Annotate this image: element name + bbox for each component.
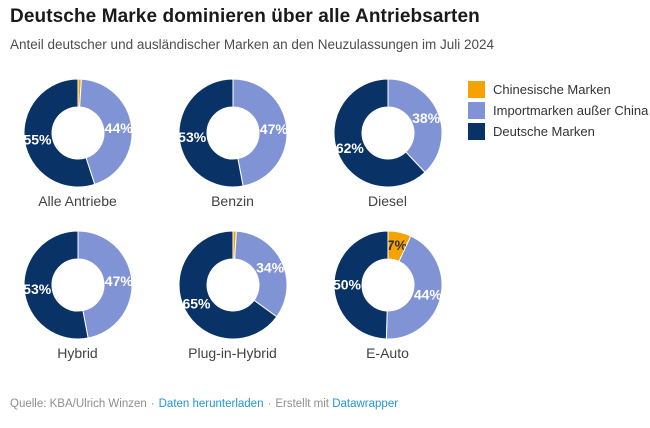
slice-value-label: 47% [104, 273, 133, 289]
slice-value-label: 47% [259, 121, 288, 137]
slice-value-label: 50% [332, 276, 361, 292]
chart-category-label: E-Auto [366, 345, 409, 361]
pie-slice-deutsche-marken[interactable] [178, 230, 277, 340]
legend-label: Chinesische Marken [493, 81, 611, 97]
page-subtitle: Anteil deutscher und ausländischer Marke… [10, 37, 495, 52]
slice-value-label: 34% [256, 259, 285, 275]
pie-slice-deutsche-marken[interactable] [23, 78, 95, 188]
donut-cell: 47% 53% Hybrid [0, 227, 155, 379]
legend-label: Importmarken außer China [493, 102, 649, 118]
pie-slice-importmarken-au-er-china[interactable] [77, 230, 132, 339]
legend-swatch-orange [468, 80, 485, 98]
donut-chart-e-auto: 7% 44% 50% [332, 229, 444, 341]
legend-item-chinesische-marken: Chinesische Marken [468, 80, 648, 98]
pie-slice-importmarken-au-er-china[interactable] [387, 78, 442, 173]
pie-slice-deutsche-marken[interactable] [178, 78, 244, 188]
donut-svg: 38% 62% [333, 78, 442, 188]
donut-svg: 44% 55% [23, 78, 133, 188]
slice-value-label: 53% [23, 281, 52, 297]
slice-value-label: 38% [412, 110, 441, 126]
legend-item-deutsche-marken: Deutsche Marken [468, 122, 648, 140]
donut-svg: 7% 44% 50% [332, 230, 442, 340]
donut-cell: 38% 62% Diesel [310, 75, 465, 227]
legend-item-importmarken: Importmarken außer China [468, 101, 648, 119]
pie-slice-importmarken-au-er-china[interactable] [78, 78, 132, 185]
donut-cell: 7% 44% 50% E-Auto [310, 227, 465, 379]
donut-chart-diesel: 38% 62% [332, 77, 444, 189]
pie-slice-importmarken-au-er-china[interactable] [385, 235, 442, 340]
donut-cell: 34% 65% Plug-in-Hybrid [155, 227, 310, 379]
donut-chart-alle-antriebe: 44% 55% [22, 77, 134, 189]
slice-value-label: 44% [104, 120, 133, 136]
slice-value-label: 62% [335, 140, 364, 156]
donut-cell: 44% 55% Alle Antriebe [0, 75, 155, 227]
donut-svg: 47% 53% [23, 230, 133, 340]
pie-slice-importmarken-au-er-china[interactable] [233, 230, 287, 318]
legend-swatch-lightblue [468, 101, 485, 119]
chart-category-label: Benzin [211, 193, 254, 209]
legend-label: Deutsche Marken [493, 123, 595, 139]
download-data-link[interactable]: Daten herunterladen [158, 398, 264, 410]
slice-value-label: 44% [413, 286, 442, 302]
donut-chart-plug-in-hybrid: 34% 65% [177, 229, 289, 341]
chart-category-label: Alle Antriebe [38, 193, 117, 209]
donut-cell: 47% 53% Benzin [155, 75, 310, 227]
source-text: Quelle: KBA/Ulrich Winzen [10, 398, 147, 410]
footer-separator: · [267, 398, 272, 410]
donut-svg: 47% 53% [178, 78, 288, 188]
chart-category-label: Hybrid [57, 345, 98, 361]
datawrapper-link[interactable]: Datawrapper [332, 398, 399, 410]
donut-chart-benzin: 47% 53% [177, 77, 289, 189]
donut-chart-hybrid: 47% 53% [22, 229, 134, 341]
page-title: Deutsche Marke dominieren über alle Antr… [10, 6, 480, 27]
legend: Chinesische Marken Importmarken außer Ch… [468, 80, 648, 140]
created-with-text: Erstellt mit [275, 398, 329, 410]
footer: Quelle: KBA/Ulrich Winzen · Daten herunter… [10, 398, 398, 410]
chart-category-label: Plug-in-Hybrid [188, 345, 277, 361]
chart-category-label: Diesel [368, 193, 407, 209]
pie-slice-deutsche-marken[interactable] [23, 230, 89, 340]
donut-svg: 34% 65% [178, 230, 287, 340]
footer-separator: · [150, 398, 155, 410]
slice-value-label: 65% [182, 296, 211, 312]
legend-swatch-navy [468, 122, 485, 140]
pie-slice-importmarken-au-er-china[interactable] [232, 78, 287, 187]
pie-slice-deutsche-marken[interactable] [333, 230, 388, 340]
donut-grid: 44% 55% Alle Antriebe 47% 53% Benzin 38% 62… [0, 75, 465, 379]
slice-value-label: 7% [386, 237, 407, 253]
pie-slice-deutsche-marken[interactable] [333, 78, 425, 188]
slice-value-label: 55% [23, 131, 52, 147]
slice-value-label: 53% [178, 129, 207, 145]
